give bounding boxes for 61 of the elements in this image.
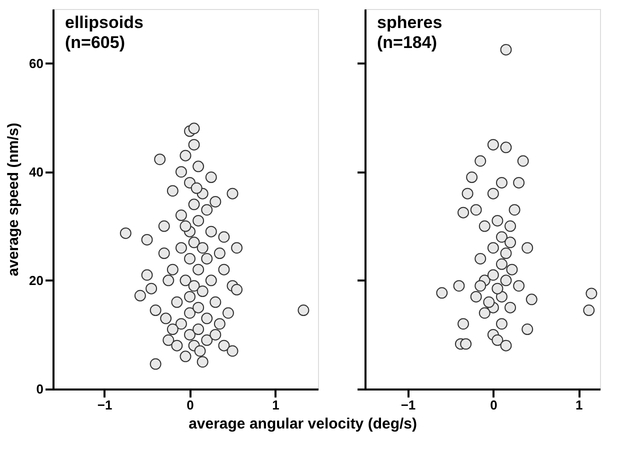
point	[492, 334, 504, 346]
point	[517, 155, 529, 167]
point	[500, 142, 512, 154]
point	[513, 176, 525, 188]
point	[500, 340, 512, 352]
point	[500, 274, 512, 286]
y-tick-label: 0	[36, 382, 44, 396]
y-axis-title: average speed (nm/s)	[5, 122, 22, 276]
x-tick-label: −1	[400, 398, 416, 412]
point	[526, 294, 538, 306]
point	[492, 214, 504, 226]
point	[487, 269, 499, 281]
point	[474, 280, 486, 292]
point	[496, 318, 508, 330]
text: (n=605)	[65, 33, 125, 52]
point	[504, 236, 516, 248]
point	[483, 296, 495, 308]
point	[496, 258, 508, 270]
point	[478, 307, 490, 319]
y-tick-label: 20	[29, 272, 44, 288]
x-tick-label: 1	[576, 398, 583, 412]
point	[513, 280, 525, 292]
x-axis-title: average angular velocity (deg/s)	[188, 416, 417, 432]
point	[487, 242, 499, 254]
point	[453, 280, 465, 292]
x-tick-label: 0	[490, 398, 498, 412]
point	[500, 248, 512, 260]
point	[462, 188, 474, 200]
point	[522, 242, 534, 254]
point	[487, 138, 499, 150]
point	[470, 290, 482, 302]
point	[508, 204, 520, 216]
point	[500, 44, 512, 56]
point	[496, 290, 508, 302]
point	[522, 324, 534, 336]
point	[586, 288, 598, 300]
point	[496, 231, 508, 243]
point	[506, 264, 518, 276]
point	[583, 304, 595, 316]
chart-title: ellipsoids	[65, 13, 144, 32]
point	[474, 155, 486, 167]
text: (n=184)	[377, 33, 437, 52]
x-tick-label: 1	[272, 398, 280, 412]
point	[474, 252, 486, 264]
point	[460, 338, 472, 350]
x-tick-label: −1	[97, 398, 112, 412]
y-tick-label: 40	[29, 164, 44, 180]
point	[458, 318, 470, 330]
point	[492, 282, 504, 294]
point	[470, 204, 482, 216]
point	[496, 176, 508, 188]
point	[436, 287, 448, 299]
point	[487, 188, 499, 200]
point	[478, 220, 490, 232]
point	[504, 220, 516, 232]
point	[504, 302, 516, 314]
point	[466, 172, 478, 184]
point	[458, 206, 470, 218]
y-tick-label: 60	[29, 56, 44, 71]
x-tick-label: 0	[186, 398, 194, 412]
chart-title: spheres	[377, 13, 442, 32]
